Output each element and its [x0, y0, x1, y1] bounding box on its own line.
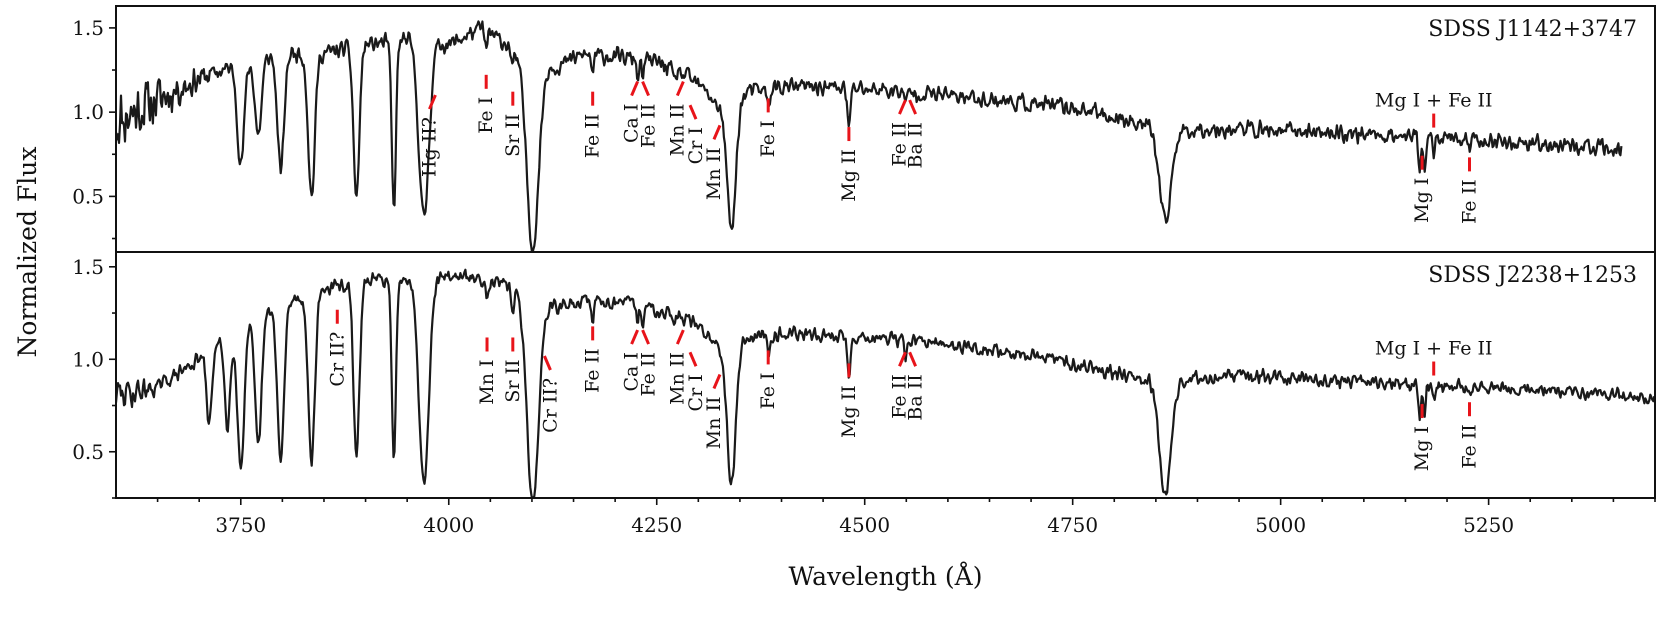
- line-marker: [675, 80, 685, 97]
- line-marker: [898, 351, 907, 367]
- panel-frame: [115, 251, 1656, 499]
- line-label: Mn II: [666, 104, 688, 157]
- line-label: Fe II: [1458, 179, 1480, 223]
- line-label: Mn II: [703, 147, 725, 200]
- x-tick-label: 5250: [1463, 513, 1514, 537]
- line-marker: [908, 351, 918, 367]
- line-label: Fe II: [638, 352, 660, 396]
- line-label: Mg I + Fe II: [1375, 338, 1493, 360]
- y-tick-label: 1.5: [72, 255, 104, 279]
- line-label: Mn II: [666, 352, 688, 405]
- line-label: Mg I: [1411, 426, 1433, 471]
- line-label: Mg I: [1411, 178, 1433, 223]
- line-label: Cr I: [685, 374, 707, 411]
- x-tick-label: 5000: [1255, 513, 1306, 537]
- line-label: Mn II: [703, 396, 725, 449]
- x-axis-title: Wavelength (Å): [789, 561, 983, 591]
- line-label: Mg I + Fe II: [1375, 90, 1493, 112]
- line-marker: [543, 355, 552, 371]
- line-label: Mg II: [838, 149, 860, 202]
- spectrum-line: [116, 268, 1655, 498]
- line-label: Fe II: [1458, 424, 1480, 468]
- x-tick-label: 4000: [423, 513, 474, 537]
- x-tick-label: 4750: [1047, 513, 1098, 537]
- x-tick-label: 4500: [839, 513, 890, 537]
- line-label: Fe II: [638, 104, 660, 148]
- line-label: Cr II?: [539, 378, 561, 433]
- y-tick-label: 1.0: [72, 100, 104, 124]
- line-label: Mn I: [476, 359, 498, 404]
- line-label: Fe II: [582, 348, 604, 392]
- x-axis: 3750 4000 4250 4500 4750 5000 5250: [156, 498, 1656, 537]
- y-axis-title: Normalized Flux: [13, 147, 42, 358]
- line-label: Ba II: [905, 374, 927, 420]
- line-marker: [675, 329, 685, 345]
- line-marker: [908, 99, 918, 115]
- y-tick-label: 1.0: [72, 347, 104, 371]
- line-label: Fe II: [888, 122, 910, 166]
- line-label: Hg II?: [418, 117, 440, 177]
- line-label: Fe II: [582, 114, 604, 158]
- line-marker: [688, 104, 698, 120]
- line-marker: [630, 329, 639, 345]
- line-label: Fe I: [475, 97, 497, 134]
- line-marker: [641, 329, 650, 345]
- line-label: Ba II: [905, 122, 927, 168]
- spectrum-line: [116, 20, 1623, 252]
- panel-title: SDSS J2238+1253: [1428, 263, 1637, 288]
- y-tick-label: 0.5: [72, 184, 104, 208]
- y-tick-label: 0.5: [72, 440, 104, 464]
- line-label: Ca I: [621, 104, 643, 143]
- line-marker: [688, 351, 698, 367]
- x-tick-label: 3750: [215, 513, 266, 537]
- line-marker: [712, 373, 722, 390]
- line-marker: [630, 80, 639, 97]
- line-label: Cr II?: [326, 332, 348, 387]
- line-marker: [428, 94, 437, 110]
- line-label: Sr II: [502, 359, 524, 402]
- panel-bottom: 0.5 1.0 1.5 SDSS J2238+1253 Cr II? Mn I Sr II C…: [72, 251, 1656, 499]
- panel-title: SDSS J1142+3747: [1428, 17, 1637, 42]
- line-label: Sr II: [502, 114, 524, 157]
- line-label: Fe I: [757, 372, 779, 409]
- line-marker: [641, 80, 650, 97]
- line-label: Mg II: [838, 385, 860, 438]
- line-label: Ca I: [621, 352, 643, 391]
- x-tick-label: 4250: [631, 513, 682, 537]
- line-marker: [898, 99, 907, 115]
- y-tick-label: 1.5: [72, 16, 104, 40]
- line-label: Fe II: [888, 374, 910, 418]
- line-label: Cr I: [685, 127, 707, 164]
- line-label: Fe I: [757, 120, 779, 157]
- line-marker: [712, 124, 722, 140]
